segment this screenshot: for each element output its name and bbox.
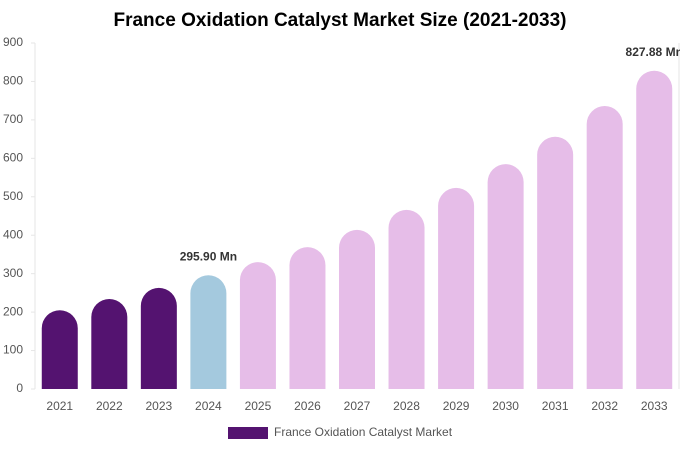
x-tick-label: 2025 xyxy=(245,399,272,413)
y-tick-label: 900 xyxy=(3,35,23,49)
y-tick-label: 300 xyxy=(3,266,23,280)
bar xyxy=(339,229,375,389)
y-tick-label: 800 xyxy=(3,74,23,88)
x-tick-label: 2026 xyxy=(294,399,321,413)
x-tick-label: 2032 xyxy=(591,399,618,413)
y-tick-label: 200 xyxy=(3,304,23,318)
x-tick-label: 2030 xyxy=(492,399,519,413)
bar xyxy=(190,275,227,389)
x-tick-label: 2031 xyxy=(542,399,569,413)
x-tick-label: 2022 xyxy=(96,399,123,413)
y-tick-label: 0 xyxy=(16,381,23,395)
chart-title: France Oxidation Catalyst Market Size (2… xyxy=(113,10,566,31)
x-tick-label: 2028 xyxy=(393,399,420,413)
y-tick-label: 400 xyxy=(3,227,23,241)
value-label: 295.90 Mn xyxy=(180,249,237,263)
y-tick-label: 100 xyxy=(3,343,23,357)
x-tick-label: 2021 xyxy=(46,399,73,413)
x-tick-label: 2029 xyxy=(443,399,470,413)
bar xyxy=(586,106,623,389)
bar xyxy=(388,209,425,389)
legend-label: France Oxidation Catalyst Market xyxy=(274,425,453,439)
bar xyxy=(91,299,128,389)
bar xyxy=(438,187,475,389)
y-tick-label: 600 xyxy=(3,151,23,165)
bar xyxy=(537,136,574,389)
x-tick-label: 2027 xyxy=(344,399,371,413)
y-tick-label: 500 xyxy=(3,189,23,203)
bar xyxy=(636,70,673,389)
bar xyxy=(41,310,78,389)
x-tick-label: 2033 xyxy=(641,399,668,413)
x-tick-label: 2023 xyxy=(145,399,172,413)
legend-swatch xyxy=(228,427,268,439)
y-tick-label: 700 xyxy=(3,112,23,126)
bar xyxy=(239,262,276,389)
bar xyxy=(487,164,524,389)
bar xyxy=(140,287,177,389)
bar xyxy=(289,247,326,389)
x-tick-label: 2024 xyxy=(195,399,222,413)
value-label: 827.88 Mn xyxy=(626,45,680,59)
